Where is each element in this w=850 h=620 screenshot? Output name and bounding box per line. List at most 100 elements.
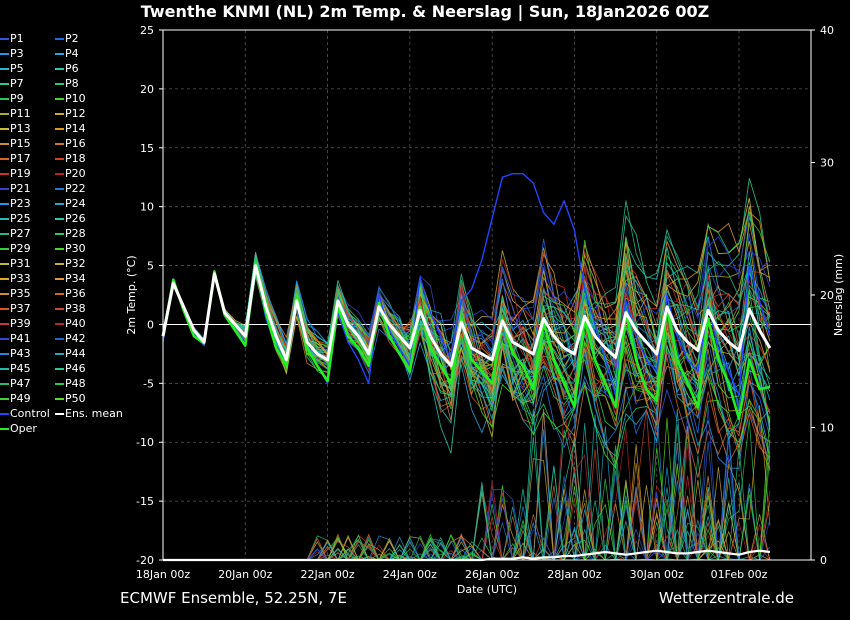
legend-swatch: [0, 158, 9, 160]
legend-swatch: [0, 413, 9, 415]
legend-swatch: [0, 293, 9, 295]
x-tick-label: 26Jan 00z: [465, 568, 519, 581]
y-tick-label: -15: [136, 495, 154, 508]
legend-swatch: [55, 323, 64, 325]
legend-label: P14: [65, 122, 86, 135]
tick-labels: -20 -15 -10 -5 0 5 10 15 20 25 0 10 20 30 40 18Jan 00z 2…: [136, 24, 834, 581]
y-tick-label: -5: [143, 377, 154, 390]
legend-label: P48: [65, 377, 86, 390]
legend-swatch: [0, 398, 9, 400]
legend-label: P13: [10, 122, 31, 135]
legend-swatch: [55, 233, 64, 235]
y2-tick-label: 40: [820, 24, 834, 37]
legend-swatch: [55, 368, 64, 370]
legend-swatch: [0, 188, 9, 190]
y-tick-label: 25: [140, 24, 154, 37]
legend-label: P35: [10, 287, 31, 300]
legend-swatch: [55, 398, 64, 400]
legend-swatch: [55, 263, 64, 265]
legend-label: P46: [65, 362, 86, 375]
y-tick-label: 15: [140, 142, 154, 155]
legend-label: P36: [65, 287, 86, 300]
y-tick-label: -20: [136, 554, 154, 567]
legend-label: P43: [10, 347, 31, 360]
legend-swatch: [0, 308, 9, 310]
legend-swatch: [0, 338, 9, 340]
footer-site: Wetterzentrale.de: [658, 589, 794, 607]
legend-swatch: [0, 203, 9, 205]
legend-label: P28: [65, 227, 86, 240]
footer-source: ECMWF Ensemble, 52.25N, 7E: [120, 589, 347, 607]
legend-label: P1: [10, 32, 24, 45]
legend-swatch: [0, 278, 9, 280]
y2-tick-label: 0: [820, 554, 827, 567]
x-tick-label: 22Jan 00z: [300, 568, 354, 581]
series-line-ens-mean: [161, 264, 772, 368]
legend-swatch: [0, 368, 9, 370]
precip-members: [163, 405, 771, 562]
legend-label: Oper: [10, 422, 37, 435]
legend-label: P50: [65, 392, 86, 405]
legend-label: P26: [65, 212, 86, 225]
legend-label: P11: [10, 107, 31, 120]
legend-swatch: [55, 338, 64, 340]
legend-label: P22: [65, 182, 86, 195]
legend-swatch: [55, 218, 64, 220]
y2-axis-label: Neerslag (mm): [832, 254, 845, 336]
legend-swatch: [55, 188, 64, 190]
y-axis-label: 2m Temp. (°C): [125, 255, 138, 334]
legend-label: P15: [10, 137, 31, 150]
y2-tick-label: 30: [820, 157, 834, 170]
legend-swatch: [0, 353, 9, 355]
x-tick-label: 20Jan 00z: [218, 568, 272, 581]
legend-label: P25: [10, 212, 31, 225]
legend-swatch: [55, 38, 64, 40]
legend-label: P49: [10, 392, 31, 405]
y-tick-label: 20: [140, 83, 154, 96]
legend-label: P10: [65, 92, 86, 105]
legend-swatch: [55, 203, 64, 205]
legend-swatch: [55, 68, 64, 70]
legend-swatch: [55, 53, 64, 55]
chart-title: Twenthe KNMI (NL) 2m Temp. & Neerslag | …: [140, 2, 710, 21]
legend-swatch: [0, 98, 9, 100]
legend-swatch: [0, 83, 9, 85]
x-tick-label: 28Jan 00z: [547, 568, 601, 581]
legend-label: P3: [10, 47, 24, 60]
y2-tick-label: 20: [820, 289, 834, 302]
legend-swatch: [55, 248, 64, 250]
legend-label: Control: [10, 407, 50, 420]
legend-label: P7: [10, 77, 24, 90]
legend-label: Ens. mean: [65, 407, 123, 420]
legend-label: P47: [10, 377, 31, 390]
legend-label: P12: [65, 107, 86, 120]
legend-label: P40: [65, 317, 86, 330]
legend-swatch: [0, 143, 9, 145]
legend-label: P27: [10, 227, 31, 240]
legend-swatch: [0, 53, 9, 55]
y-tick-label: -10: [136, 436, 154, 449]
legend-label: P4: [65, 47, 79, 60]
legend-label: P5: [10, 62, 24, 75]
legend-label: P31: [10, 257, 31, 270]
legend-label: P44: [65, 347, 86, 360]
legend-swatch: [55, 143, 64, 145]
legend-swatch: [0, 233, 9, 235]
legend-swatch: [55, 278, 64, 280]
legend-label: P21: [10, 182, 31, 195]
legend-swatch: [55, 173, 64, 175]
legend-swatch: [0, 38, 9, 40]
legend-label: P30: [65, 242, 86, 255]
legend-swatch: [55, 113, 64, 115]
legend-swatch: [55, 308, 64, 310]
legend-swatch: [55, 98, 64, 100]
x-axis-label: Date (UTC): [457, 583, 517, 596]
legend-label: P42: [65, 332, 86, 345]
legend-swatch: [55, 383, 64, 385]
legend-label: P45: [10, 362, 31, 375]
legend-swatch: [0, 128, 9, 130]
legend-swatch: [0, 383, 9, 385]
y-tick-label: 10: [140, 201, 154, 214]
legend-label: P39: [10, 317, 31, 330]
